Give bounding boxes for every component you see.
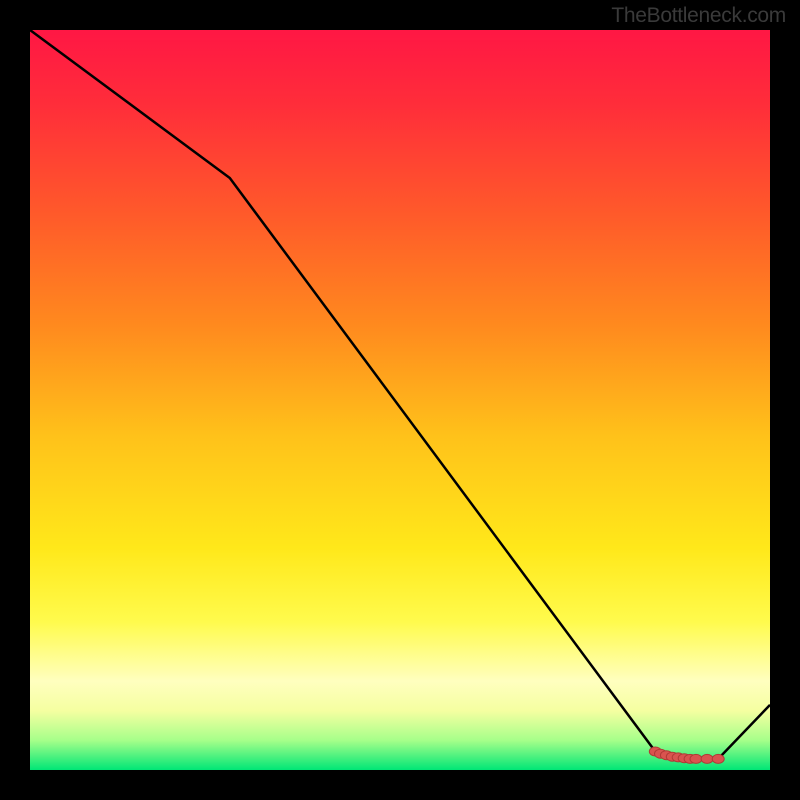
chart-plot bbox=[0, 0, 800, 800]
plot-background bbox=[30, 30, 770, 770]
curve-marker bbox=[701, 754, 713, 763]
curve-marker bbox=[690, 754, 702, 763]
curve-marker bbox=[712, 754, 724, 763]
